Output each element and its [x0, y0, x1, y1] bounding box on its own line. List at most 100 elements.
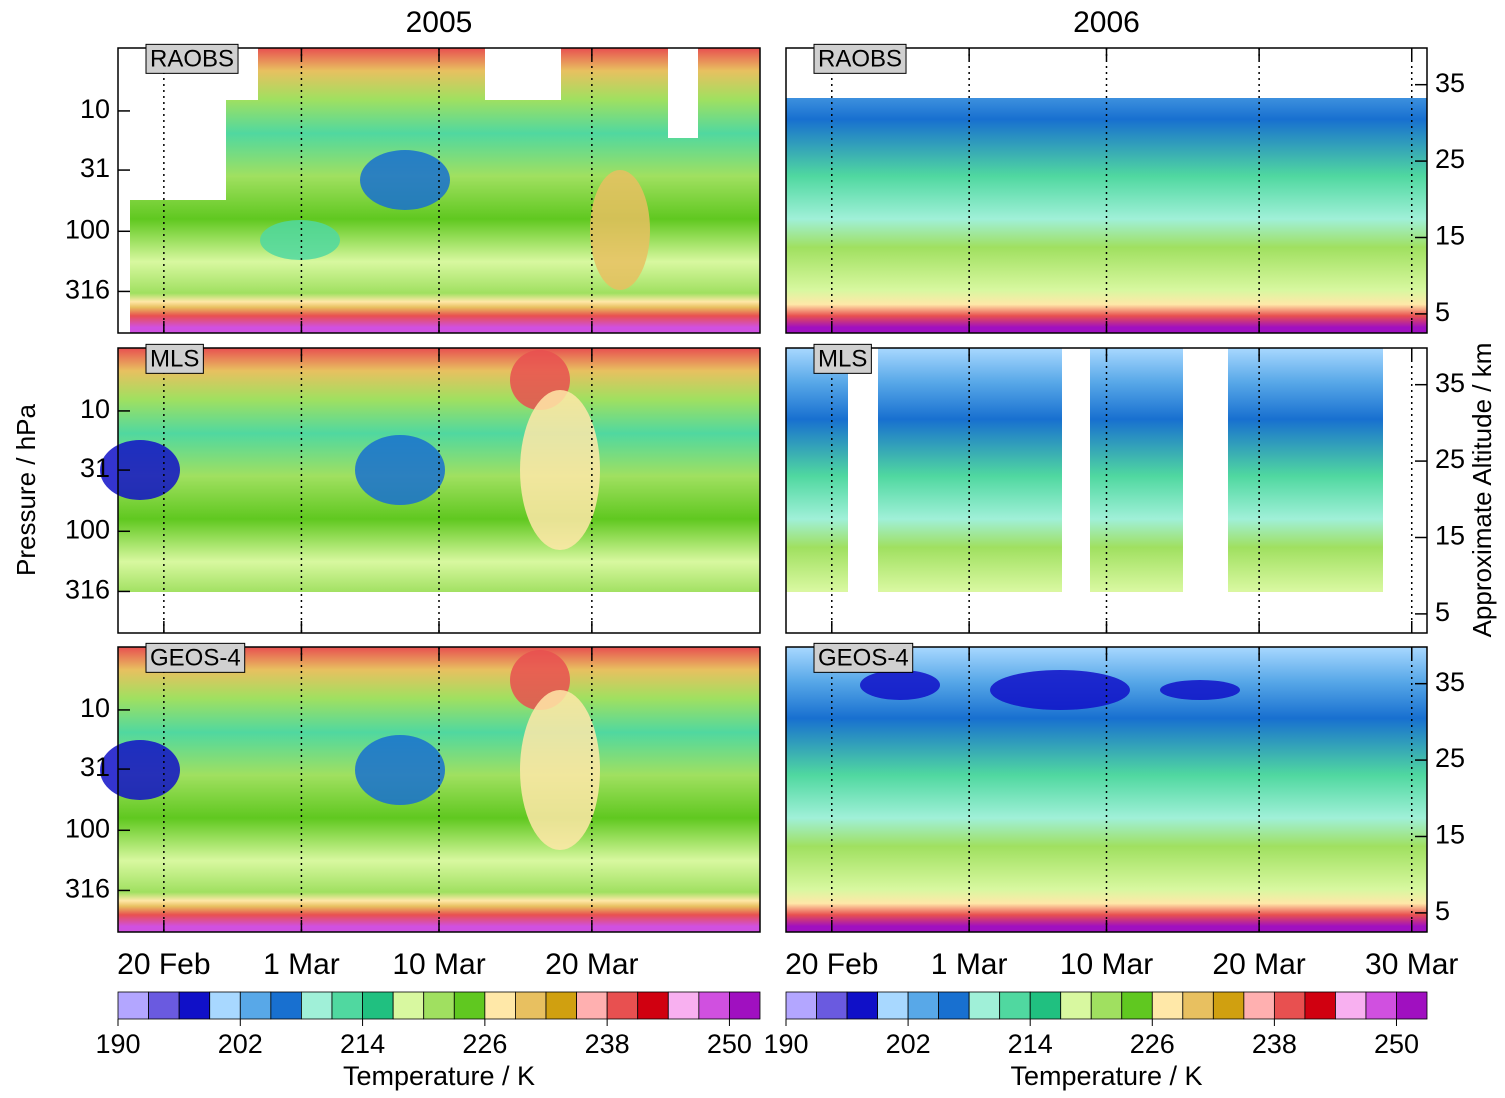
colorbar-tick-label: 214 — [1008, 1029, 1053, 1059]
x-tick-label: 20 Feb — [785, 948, 878, 981]
colorbar-tick-label: 250 — [1374, 1029, 1419, 1059]
y2-tick-label: 25 — [1435, 144, 1465, 174]
colorbar-swatch — [239, 991, 272, 1020]
panel-label-box — [813, 343, 872, 374]
colorbar-swatch — [117, 991, 149, 1020]
x-tick-label: 30 Mar — [1365, 948, 1458, 981]
x-tick-label: 20 Mar — [545, 948, 638, 981]
contour-region — [990, 670, 1130, 710]
colorbar-swatch — [606, 991, 639, 1020]
contour-region — [360, 150, 450, 210]
y2-tick-label: 5 — [1435, 896, 1450, 926]
contour-region — [520, 690, 600, 850]
missing-data — [848, 348, 878, 592]
colorbar-swatch — [1243, 991, 1275, 1020]
colorbar-swatch — [999, 991, 1031, 1020]
y-tick-label: 31 — [80, 153, 110, 183]
panel-label-box — [145, 343, 204, 374]
colorbar-swatch — [576, 991, 608, 1020]
colorbar-swatch — [515, 991, 547, 1020]
colorbar-tick-label: 250 — [707, 1029, 752, 1059]
panel-label: RAOBS — [150, 45, 234, 72]
colorbar-swatch — [1304, 991, 1336, 1020]
panel-frame — [785, 47, 1428, 334]
panel-label-box — [813, 642, 914, 673]
y2-tick-label: 25 — [1435, 743, 1465, 773]
colorbar-tick-label: 190 — [95, 1029, 140, 1059]
colorbar-swatch — [1182, 991, 1214, 1020]
colorbar-swatch — [698, 991, 730, 1020]
panel-label: MLS — [818, 345, 867, 372]
y2-tick-label: 15 — [1435, 820, 1465, 850]
y-tick-label: 10 — [80, 94, 110, 124]
colorbar-tick-label: 226 — [462, 1029, 507, 1059]
colorbar-label: Temperature / K — [1010, 1061, 1202, 1091]
panel-frame — [117, 347, 761, 634]
y-tick-label: 100 — [65, 813, 110, 843]
y2-tick-label: 25 — [1435, 444, 1465, 474]
contour-region — [590, 170, 650, 290]
missing-data — [1062, 348, 1090, 592]
y-tick-label: 316 — [65, 275, 110, 305]
y-axis-label: Pressure / hPa — [11, 403, 41, 576]
y-tick-label: 316 — [65, 874, 110, 904]
panel-label: MLS — [150, 345, 199, 372]
colorbar-tick-label: 202 — [218, 1029, 263, 1059]
colorbar-tick-label: 202 — [886, 1029, 931, 1059]
y2-tick-label: 5 — [1435, 597, 1450, 627]
y2-tick-label: 15 — [1435, 221, 1465, 251]
colorbar-swatch — [1029, 991, 1062, 1020]
colorbar-swatch — [178, 991, 211, 1020]
colorbar-swatch — [1335, 991, 1367, 1020]
contour-region — [260, 220, 340, 260]
missing-data — [668, 48, 698, 138]
colorbar-tick-label: 214 — [340, 1029, 385, 1059]
contour-region — [355, 735, 445, 805]
column-title: 2005 — [406, 6, 473, 39]
colorbar-swatch — [1121, 991, 1153, 1020]
colorbar-swatch — [362, 991, 394, 1020]
y-tick-label: 31 — [80, 752, 110, 782]
colorbar-tick-label: 238 — [585, 1029, 630, 1059]
panel-label-box — [145, 43, 239, 74]
missing-data — [1183, 348, 1228, 592]
x-tick-label: 20 Feb — [117, 948, 210, 981]
x-tick-label: 1 Mar — [263, 948, 340, 981]
x-tick-label: 10 Mar — [1060, 948, 1153, 981]
colorbar-swatch — [1212, 991, 1245, 1020]
panel-frame — [117, 47, 761, 334]
missing-data — [1383, 348, 1427, 592]
colorbar-swatch — [301, 991, 333, 1020]
colorbar-swatch — [637, 991, 669, 1020]
panel-frame — [785, 646, 1428, 933]
contour-region — [860, 670, 940, 700]
colorbar-tick-label: 238 — [1252, 1029, 1297, 1059]
colorbar-swatch — [729, 991, 761, 1020]
y2-tick-label: 35 — [1435, 68, 1465, 98]
colorbar-swatch — [331, 991, 363, 1020]
y-tick-label: 10 — [80, 394, 110, 424]
contour-region — [100, 740, 180, 800]
colorbar-swatch — [1273, 991, 1306, 1020]
contour-region — [100, 440, 180, 500]
y-tick-label: 10 — [80, 693, 110, 723]
y-tick-label: 316 — [65, 575, 110, 605]
panel-label: GEOS-4 — [150, 644, 241, 671]
colorbar-swatch — [1151, 991, 1184, 1020]
colorbar-label: Temperature / K — [343, 1061, 535, 1091]
colorbar-swatch — [270, 991, 302, 1020]
colorbar-swatch — [816, 991, 848, 1020]
colorbar-swatch — [667, 991, 700, 1020]
y2-axis-label: Approximate Altitude / km — [1467, 343, 1497, 638]
colorbar-swatch — [877, 991, 909, 1020]
y2-tick-label: 15 — [1435, 521, 1465, 551]
colorbar-swatch — [846, 991, 878, 1020]
colorbar-swatch — [209, 991, 241, 1020]
colorbar-swatch — [907, 991, 940, 1020]
y2-tick-label: 35 — [1435, 667, 1465, 697]
colorbar-swatch — [453, 991, 486, 1020]
colorbar-swatch — [1090, 991, 1123, 1020]
contour-region — [520, 390, 600, 550]
colorbar-swatch — [1396, 991, 1428, 1020]
